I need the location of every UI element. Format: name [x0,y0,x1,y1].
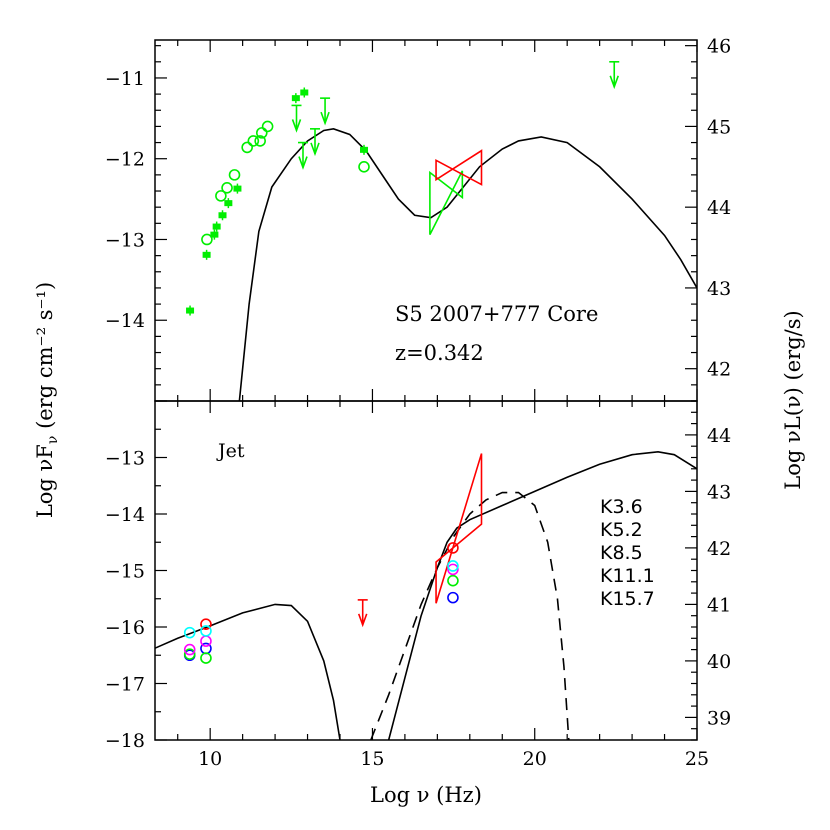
y-tick-label: −18 [105,730,145,752]
right-y-tick-label: 44 [707,197,731,219]
y-tick-label: −13 [105,448,145,470]
plot-area [186,61,697,401]
open-circle-point [215,190,227,202]
y-tick-label: −12 [105,149,145,171]
point-k15-7 [200,625,212,637]
open-circle-point [247,135,260,147]
y-tick-label: −14 [105,504,145,526]
open-circle-point [255,127,268,139]
y-tick-label: −17 [105,674,145,696]
jet-label: Jet [216,440,245,462]
open-circle-point [201,233,213,246]
bowtie [435,453,483,604]
upper-limit-arrow [298,156,308,170]
dashed-model-curve [370,491,570,740]
point-k11-1 [200,635,212,647]
right-y-tick-label: 44 [707,425,731,447]
bowtie [435,149,483,186]
point-k8-5 [447,542,459,554]
point-k15-7 [447,560,459,572]
open-circle-point [241,141,253,154]
y-tick-label: −13 [105,229,145,251]
point-k11-1 [447,563,459,576]
right-axis-label: Log νL(ν) (erg/s) [781,310,805,489]
point-k5-2 [447,574,459,587]
open-circle-point [261,120,274,133]
top-panel: −14 −13 −12 −11 42 43 44 45 46 S5 2007+777 Core z=… [105,36,731,402]
bottom-panel: 10 15 20 25 −18 −17 −16 −15 −14 −13 39 40 41 42 43 44 K3… [105,400,731,770]
upper-limit-arrow [609,75,619,90]
inverse-compton-curve [387,451,697,740]
right-y-tick-label: 46 [707,36,731,58]
point-k5-2 [200,652,212,664]
right-y-tick-label: 41 [707,594,731,616]
point-k5-2 [183,648,196,660]
open-circle-point [221,181,233,194]
y-axis-label: Log νFν (erg cm⁻² s⁻¹) [33,282,61,518]
open-circle-point [228,169,241,181]
legend-entry: K8.5 [600,542,643,564]
upper-limit-arrow [310,142,320,157]
right-y-tick-label: 42 [707,359,731,381]
x-axis-label: Log ν (Hz) [370,783,482,807]
x-tick-label: 20 [523,748,547,770]
source-name-label: S5 2007+777 Core [395,302,598,326]
open-circle-point [358,160,370,173]
upper-limit-arrow [357,613,368,628]
legend-entry: K3.6 [600,496,643,518]
open-circle-point [254,135,266,147]
x-tick-label: 25 [685,748,709,770]
right-y-tick-label: 39 [707,707,731,729]
upper-limit-arrow [320,111,330,126]
point-k11-1 [183,643,196,656]
y-tick-label: −14 [105,310,145,332]
right-y-tick-label: 45 [707,116,731,138]
point-k8-5 [200,618,212,630]
x-tick-label: 10 [198,748,222,770]
right-y-tick-label: 40 [707,651,731,673]
redshift-label: z=0.342 [395,341,484,365]
point-k3-6 [447,591,459,604]
right-y-tick-label: 42 [707,538,731,560]
right-y-tick-label: 43 [707,278,731,300]
plot-area [155,451,697,740]
y-tick-label: −15 [105,561,145,583]
model-curve [238,128,697,401]
legend-entry: K15.7 [600,588,655,610]
right-y-tick-label: 43 [707,481,731,503]
legend-entry: K11.1 [600,565,655,587]
x-tick-label: 15 [360,748,384,770]
legend-entry: K5.2 [600,519,643,541]
upper-limit-arrow [291,119,302,133]
bowtie [429,170,464,235]
synchrotron-curve [155,603,341,740]
point-k15-7 [183,626,196,639]
y-tick-label: −11 [105,68,145,90]
y-tick-label: −16 [105,617,145,639]
